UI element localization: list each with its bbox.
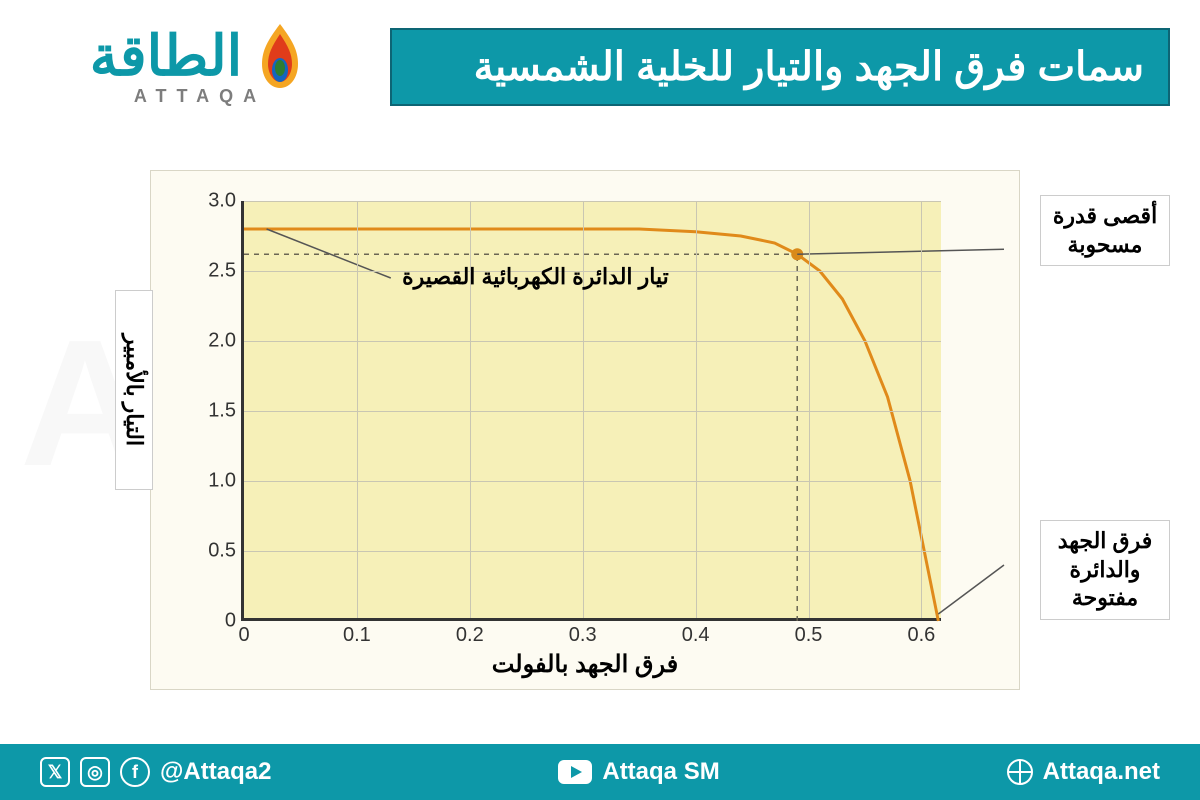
y-tick: 0 bbox=[194, 610, 244, 633]
grid-v bbox=[921, 201, 922, 618]
grid-h bbox=[244, 481, 941, 482]
website-label: Attaqa.net bbox=[1043, 758, 1160, 786]
leader-mpp bbox=[797, 249, 1004, 254]
y-axis-label-box: التيار بالأمبير bbox=[115, 290, 153, 490]
globe-icon[interactable] bbox=[1007, 759, 1033, 785]
plot-area: 00.10.20.30.40.50.600.51.01.52.02.53.0تي… bbox=[241, 201, 941, 621]
grid-h bbox=[244, 411, 941, 412]
grid-v bbox=[357, 201, 358, 618]
page-title: سمات فرق الجهد والتيار للخلية الشمسية bbox=[390, 28, 1170, 106]
y-tick: 1.5 bbox=[194, 400, 244, 423]
callout-open-circuit-voltage: فرق الجهد والدائرة مفتوحة bbox=[1040, 520, 1170, 620]
footer-social: 𝕏 ◎ f @Attaqa2 bbox=[40, 757, 271, 787]
x-tick: 0.4 bbox=[682, 618, 710, 647]
annotation-short-circuit: تيار الدائرة الكهربائية القصيرة bbox=[402, 264, 669, 290]
social-handle: @Attaqa2 bbox=[160, 758, 271, 786]
logo-text-en: ATTAQA bbox=[134, 86, 266, 107]
x-tick: 0.3 bbox=[569, 618, 597, 647]
grid-h bbox=[244, 201, 941, 202]
grid-h bbox=[244, 551, 941, 552]
youtube-icon[interactable] bbox=[558, 760, 592, 784]
y-tick: 2.5 bbox=[194, 260, 244, 283]
flame-icon bbox=[250, 20, 310, 92]
x-tick: 0.2 bbox=[456, 618, 484, 647]
grid-v bbox=[696, 201, 697, 618]
x-tick: 0.5 bbox=[795, 618, 823, 647]
x-axis-label: فرق الجهد بالفولت bbox=[492, 650, 679, 679]
x-icon[interactable]: 𝕏 bbox=[40, 757, 70, 787]
grid-v bbox=[809, 201, 810, 618]
y-tick: 3.0 bbox=[194, 190, 244, 213]
footer-bar: 𝕏 ◎ f @Attaqa2 Attaqa SM Attaqa.net bbox=[0, 744, 1200, 800]
y-axis-label: التيار بالأمبير bbox=[121, 334, 147, 446]
youtube-label: Attaqa SM bbox=[602, 758, 719, 786]
y-tick: 0.5 bbox=[194, 540, 244, 563]
facebook-icon[interactable]: f bbox=[120, 757, 150, 787]
callout-max-power: أقصى قدرة مسحوبة bbox=[1040, 195, 1170, 266]
brand-logo: الطاقة ATTAQA bbox=[30, 20, 370, 107]
y-tick: 1.0 bbox=[194, 470, 244, 493]
y-tick: 2.0 bbox=[194, 330, 244, 353]
iv-chart: 00.10.20.30.40.50.600.51.01.52.02.53.0تي… bbox=[150, 170, 1020, 690]
footer-youtube: Attaqa SM bbox=[558, 758, 719, 786]
instagram-icon[interactable]: ◎ bbox=[80, 757, 110, 787]
x-tick: 0.6 bbox=[908, 618, 936, 647]
footer-website: Attaqa.net bbox=[1007, 758, 1160, 786]
x-tick: 0.1 bbox=[343, 618, 371, 647]
logo-text-ar: الطاقة bbox=[90, 23, 242, 89]
header: سمات فرق الجهد والتيار للخلية الشمسية ال… bbox=[0, 0, 1200, 117]
grid-h bbox=[244, 341, 941, 342]
leader-voc bbox=[938, 565, 1004, 614]
